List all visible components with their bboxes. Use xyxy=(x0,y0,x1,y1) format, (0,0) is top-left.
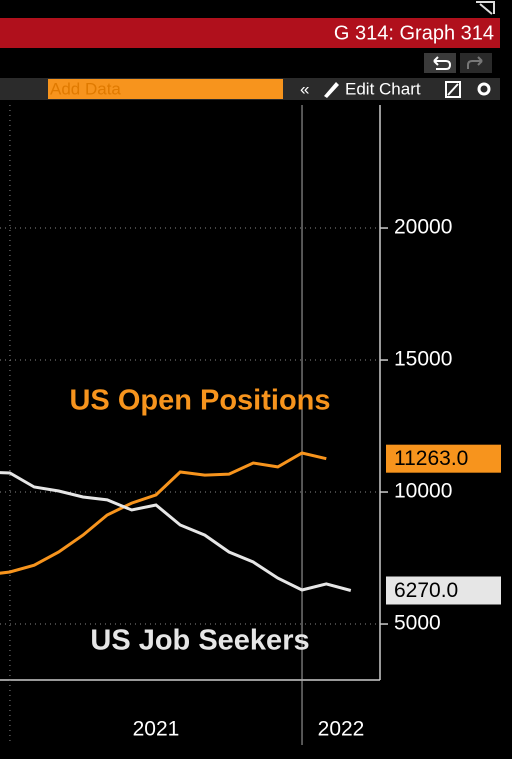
resize-icon[interactable] xyxy=(476,1,495,15)
undo-icon xyxy=(433,56,452,70)
x-tick-label: 2022 xyxy=(318,718,365,741)
y-tick-label: 20000 xyxy=(394,216,452,239)
add-data-input[interactable] xyxy=(48,79,283,99)
y-tick-label: 5000 xyxy=(394,612,441,635)
y-tick-label: 15000 xyxy=(394,348,452,371)
last-value-label: 11263.0 xyxy=(394,447,468,470)
y-tick-label: 10000 xyxy=(394,480,452,503)
x-tick-label: 2021 xyxy=(133,718,180,741)
window-title: G 314: Graph 314 xyxy=(334,22,494,44)
title-bar xyxy=(0,18,500,48)
redo-icon xyxy=(467,56,483,69)
settings-icon[interactable] xyxy=(477,82,491,96)
series-line xyxy=(0,471,352,592)
series-label: US Job Seekers xyxy=(90,625,309,657)
last-value-label: 6270.0 xyxy=(394,579,458,602)
redo-button[interactable] xyxy=(460,53,492,73)
edit-chart-button[interactable]: Edit Chart xyxy=(345,79,421,98)
add-data-placeholder: Add Data xyxy=(50,79,121,98)
pencil-icon xyxy=(324,82,339,98)
series-line xyxy=(0,451,327,575)
corner-icon[interactable] xyxy=(476,1,495,15)
series-label: US Open Positions xyxy=(69,385,330,417)
collapse-icon[interactable]: « xyxy=(300,79,309,98)
edit-icon[interactable] xyxy=(445,81,461,98)
last-value-box xyxy=(386,576,501,605)
last-value-box xyxy=(386,444,501,473)
